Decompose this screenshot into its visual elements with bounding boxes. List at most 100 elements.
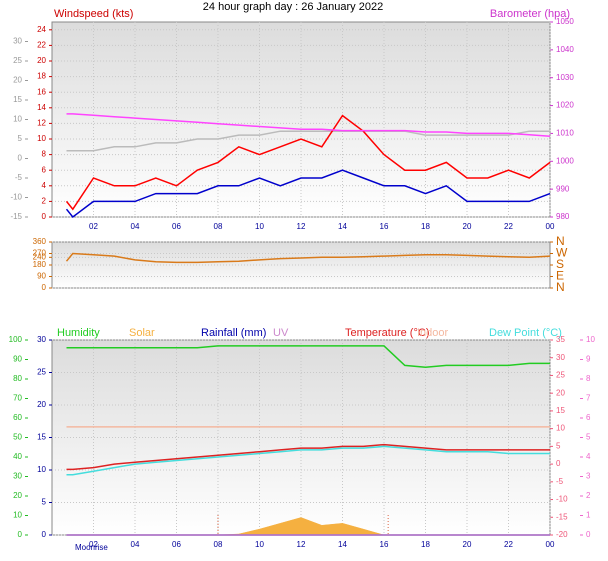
y-tick-label: 5 [556, 441, 561, 450]
y-tick-label: 4 [42, 181, 47, 190]
y-tick-label: 0 [42, 212, 47, 221]
y-tick-label: 18 [37, 72, 46, 81]
y-tick-label: 0 [586, 530, 591, 539]
y-tick-label: 180 [33, 260, 47, 269]
y-tick-label: 6 [42, 165, 47, 174]
y-tick-label: W [556, 246, 568, 260]
x-tick-label: 16 [380, 222, 389, 231]
x-tick-label: 12 [297, 540, 306, 549]
x-tick-label: 12 [297, 222, 306, 231]
y-tick-label: 90 [37, 272, 46, 281]
series-line [66, 130, 550, 152]
y-tick-label: 1040 [556, 45, 574, 54]
y-tick-label: 10 [586, 335, 595, 344]
y-tick-label: 30 [13, 472, 22, 481]
y-tick-label: 24 [37, 25, 46, 34]
series-line [66, 345, 550, 369]
y-tick-label: 3 [586, 472, 591, 481]
y-tick-label: 25 [556, 371, 565, 380]
x-tick-label: 18 [421, 222, 430, 231]
y-tick-label: 5 [586, 433, 591, 442]
legend-label: Dew Point (°C) [489, 327, 562, 339]
y-tick-label: 10 [37, 465, 46, 474]
y-tick-label: 1 [586, 511, 591, 520]
y-tick-label: 1010 [556, 129, 574, 138]
y-tick-label: -20 [556, 530, 568, 539]
x-tick-label: 02 [89, 222, 98, 231]
y-tick-label: 20 [13, 491, 22, 500]
x-tick-label: 20 [463, 540, 472, 549]
x-tick-label: 22 [504, 540, 513, 549]
y-tick-label: 20 [556, 388, 565, 397]
legend-label: Solar [129, 327, 155, 339]
y-tick-label: N [556, 234, 565, 248]
y-tick-label: N [556, 280, 565, 294]
series-line [65, 252, 551, 264]
x-tick-label: 20 [463, 222, 472, 231]
y-tick-label: 9 [586, 355, 591, 364]
y-tick-label: -5 [556, 477, 564, 486]
y-tick-label: 0 [18, 530, 23, 539]
y-tick-label: 14 [37, 103, 46, 112]
y-tick-label: 270 [33, 249, 47, 258]
y-tick-label: -15 [556, 512, 568, 521]
series-line [66, 113, 551, 137]
y-tick-label: 80 [13, 374, 22, 383]
y-tick-label: 1050 [556, 17, 574, 26]
y-tick-label: 240 [33, 252, 47, 261]
y-tick-label: 30 [37, 335, 46, 344]
y-tick-label: 6 [586, 413, 591, 422]
y-tick-label: 7 [586, 394, 591, 403]
series-line [66, 443, 550, 471]
y-tick-label: 5 [42, 498, 47, 507]
y-tick-label: 15 [37, 433, 46, 442]
y-tick-label: 30 [13, 37, 22, 46]
x-tick-label: 22 [504, 222, 513, 231]
series-area [217, 517, 385, 536]
y-tick-label: 12 [37, 119, 46, 128]
y-tick-label: 20 [13, 76, 22, 85]
y-tick-label: 25 [37, 368, 46, 377]
y-tick-label: 5 [18, 134, 23, 143]
y-tick-label: 1020 [556, 101, 574, 110]
x-tick-label: 08 [214, 540, 223, 549]
y-tick-label: 0 [556, 459, 561, 468]
x-tick-label: 10 [255, 540, 264, 549]
x-tick-label: 06 [172, 540, 181, 549]
y-tick-label: 0 [42, 530, 47, 539]
x-tick-label: 00 [546, 540, 555, 549]
y-tick-label: 100 [9, 335, 23, 344]
legend-label: Temperature (°C) [345, 327, 429, 339]
x-tick-label: 14 [338, 222, 347, 231]
y-tick-label: 1030 [556, 73, 574, 82]
y-tick-label: 0 [18, 154, 23, 163]
y-tick-label: 2 [42, 197, 47, 206]
y-tick-label: 90 [13, 355, 22, 364]
y-tick-label: 40 [13, 452, 22, 461]
y-tick-label: 8 [42, 150, 47, 159]
x-tick-label: 16 [380, 540, 389, 549]
y-tick-label: 20 [37, 400, 46, 409]
y-tick-label: 4 [586, 452, 591, 461]
y-tick-label: 0 [42, 283, 47, 292]
y-tick-label: 360 [33, 237, 47, 246]
y-tick-label: 8 [586, 374, 591, 383]
y-tick-label: 16 [37, 87, 46, 96]
y-tick-label: -15 [10, 212, 22, 221]
y-tick-label: S [556, 257, 564, 271]
y-tick-label: 10 [556, 424, 565, 433]
y-tick-label: 20 [37, 56, 46, 65]
legend-label: Indoor [417, 327, 449, 339]
x-tick-label: 04 [131, 222, 140, 231]
chart-title: 24 hour graph day : 26 January 2022 [203, 1, 383, 13]
y-tick-label: 15 [13, 95, 22, 104]
legend-label: Rainfall (mm) [201, 327, 266, 339]
series-line [66, 445, 550, 476]
series-line [65, 169, 551, 219]
y-tick-label: 25 [13, 56, 22, 65]
y-tick-label: 60 [13, 413, 22, 422]
x-tick-label: 10 [255, 222, 264, 231]
y-tick-label: 10 [13, 115, 22, 124]
y-tick-label: 990 [556, 184, 570, 193]
